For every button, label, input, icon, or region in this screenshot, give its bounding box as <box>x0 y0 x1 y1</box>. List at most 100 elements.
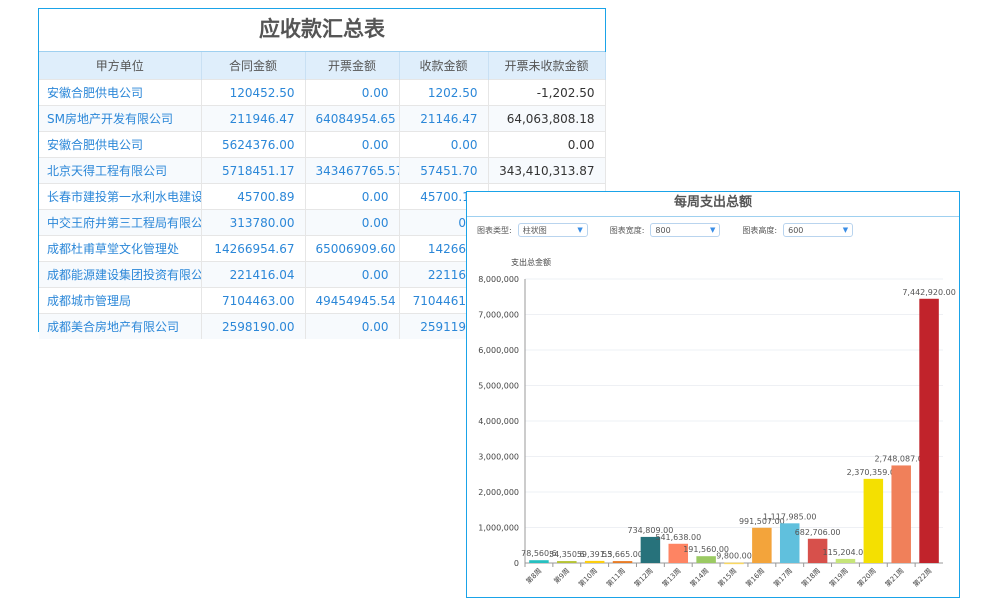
data-label: 2,748,087.00 <box>874 454 927 463</box>
bar <box>752 527 772 563</box>
bar <box>891 465 911 563</box>
amount-cell: 0.00 <box>305 313 400 339</box>
company-link[interactable]: 成都杜甫草堂文化管理处 <box>39 235 202 262</box>
chart-option-select[interactable]: 800 ▼ <box>650 223 721 237</box>
amount-cell: 2598190.00 <box>201 313 306 339</box>
bar <box>529 560 549 563</box>
control-label: 图表高度: <box>742 225 778 235</box>
bar <box>835 558 856 563</box>
bar <box>863 478 884 563</box>
amount-cell: 21146.47 <box>399 105 489 132</box>
data-label: 2,370,359.00 <box>847 468 900 477</box>
x-tick-label: 第16周 <box>744 566 767 589</box>
company-link[interactable]: 成都美合房地产有限公司 <box>39 313 202 339</box>
company-link[interactable]: 长春市建投第一水利水电建设有限公司 <box>39 183 202 210</box>
table-row: 成都美合房地产有限公司 2598190.00 0.00 259119.0 <box>39 313 606 339</box>
amount-cell: 0.00 <box>305 131 400 158</box>
amount-cell: 64,063,808.18 <box>488 105 606 132</box>
x-tick-label: 第10周 <box>577 566 600 589</box>
bar <box>696 556 716 563</box>
y-tick-label: 5,000,000 <box>478 382 519 391</box>
amount-cell: 0.00 <box>305 79 400 106</box>
data-label: 59,391.5 <box>577 550 613 559</box>
company-link[interactable]: 中交王府井第三工程局有限公司 <box>39 209 202 236</box>
data-label: 991,507.00 <box>739 517 785 526</box>
bar <box>640 536 661 563</box>
x-tick-label: 第14周 <box>688 566 711 589</box>
bar <box>807 538 828 563</box>
column-header[interactable]: 甲方单位 <box>39 52 202 80</box>
amount-cell: 5624376.00 <box>201 131 306 158</box>
weekly-expense-panel: 每周支出总额 图表类型: 柱状图 ▼ 图表宽度: 800 ▼ 图表高度: 600 ▼ 支出总金额… <box>466 191 960 598</box>
receivables-table: 甲方单位 合同金额 开票金额 收款金额 开票未收款金额 安徽合肥供电公司 120452.5… <box>39 52 606 339</box>
amount-cell: -1,202.50 <box>488 79 606 106</box>
x-tick-label: 第8周 <box>524 566 543 585</box>
table-row: 安徽合肥供电公司 120452.50 0.00 1202.50 -1,202.50 <box>39 79 606 106</box>
company-link[interactable]: 北京天得工程有限公司 <box>39 157 202 184</box>
bar <box>779 523 800 563</box>
y-tick-label: 0 <box>514 559 519 568</box>
chart-controls: 图表类型: 柱状图 ▼ 图表宽度: 800 ▼ 图表高度: 600 ▼ <box>477 223 875 237</box>
table-row: 长春市建投第一水利水电建设有限公司45700.890.0045700.1045,… <box>39 183 606 210</box>
amount-cell: 7104463.00 <box>201 287 306 314</box>
chart-option-select[interactable]: 柱状图 ▼ <box>517 223 588 237</box>
amount-cell: 0.00 <box>305 209 400 236</box>
company-link[interactable]: 成都城市管理局 <box>39 287 202 314</box>
x-tick-label: 第18周 <box>799 566 822 589</box>
chart-title: 每周支出总额 <box>467 192 959 217</box>
y-tick-label: 7,000,000 <box>478 311 519 320</box>
amount-cell: 64084954.65 <box>305 105 400 132</box>
x-tick-label: 第9周 <box>552 566 571 585</box>
data-label: 78,560.6 <box>521 549 557 558</box>
select-value: 800 <box>655 225 671 235</box>
bar <box>557 561 577 563</box>
column-header[interactable]: 开票未收款金额 <box>488 52 606 80</box>
y-tick-label: 6,000,000 <box>478 346 519 355</box>
table-row: 北京天得工程有限公司 5718451.17 343467765.57 57451.70… <box>39 157 606 184</box>
amount-cell: 0.00 <box>399 131 489 158</box>
select-value: 600 <box>788 225 804 235</box>
table-row: 安徽合肥供电公司 5624376.00 0.00 0.00 0.00 <box>39 131 606 158</box>
x-tick-label: 第11周 <box>604 566 627 589</box>
column-header[interactable]: 收款金额 <box>399 52 489 80</box>
x-tick-label: 第15周 <box>716 566 739 589</box>
data-label: 1,117,985.00 <box>763 512 816 521</box>
y-tick-label: 2,000,000 <box>478 488 519 497</box>
data-label: 7,442,920.00 <box>902 288 955 297</box>
x-tick-label: 第17周 <box>772 566 795 589</box>
company-link[interactable]: 安徽合肥供电公司 <box>39 79 202 106</box>
bar <box>919 298 939 563</box>
company-link[interactable]: 成都能源建设集团投资有限公司 <box>39 261 202 288</box>
amount-cell: 57451.70 <box>399 157 489 184</box>
data-label: 682,706.00 <box>795 528 841 537</box>
company-link[interactable]: 安徽合肥供电公司 <box>39 131 202 158</box>
x-tick-label: 第20周 <box>855 566 878 589</box>
amount-cell: 0.00 <box>488 131 606 158</box>
amount-cell: 65006909.60 <box>305 235 400 262</box>
amount-cell: 313780.00 <box>201 209 306 236</box>
control-label: 图表类型: <box>477 225 512 235</box>
data-label: 9,800.00 <box>716 552 752 561</box>
receivables-summary-panel: 应收款汇总表 甲方单位 合同金额 开票金额 收款金额 开票未收款金额 安徽合肥供电公司 1… <box>38 8 606 339</box>
amount-cell: 45700.89 <box>201 183 306 210</box>
chart-option-select[interactable]: 600 ▼ <box>783 223 854 237</box>
data-label: 115,204.00 <box>823 548 869 557</box>
amount-cell: 0.00 <box>305 261 400 288</box>
table-title: 应收款汇总表 <box>39 9 605 52</box>
column-header[interactable]: 开票金额 <box>305 52 400 80</box>
amount-cell: 221416.04 <box>201 261 306 288</box>
data-label: 734,809.00 <box>627 526 673 535</box>
bar <box>584 560 605 563</box>
y-tick-label: 4,000,000 <box>478 417 519 426</box>
bar <box>612 561 633 563</box>
amount-cell: 120452.50 <box>201 79 306 106</box>
bar <box>724 562 744 565</box>
company-link[interactable]: SM房地产开发有限公司 <box>39 105 202 132</box>
x-tick-label: 第21周 <box>883 566 906 589</box>
amount-cell: 14266954.67 <box>201 235 306 262</box>
amount-cell: 343,410,313.87 <box>488 157 606 184</box>
column-header[interactable]: 合同金额 <box>201 52 306 80</box>
y-tick-label: 1,000,000 <box>478 524 519 533</box>
chevron-down-icon: ▼ <box>710 226 716 234</box>
select-value: 柱状图 <box>522 225 547 235</box>
